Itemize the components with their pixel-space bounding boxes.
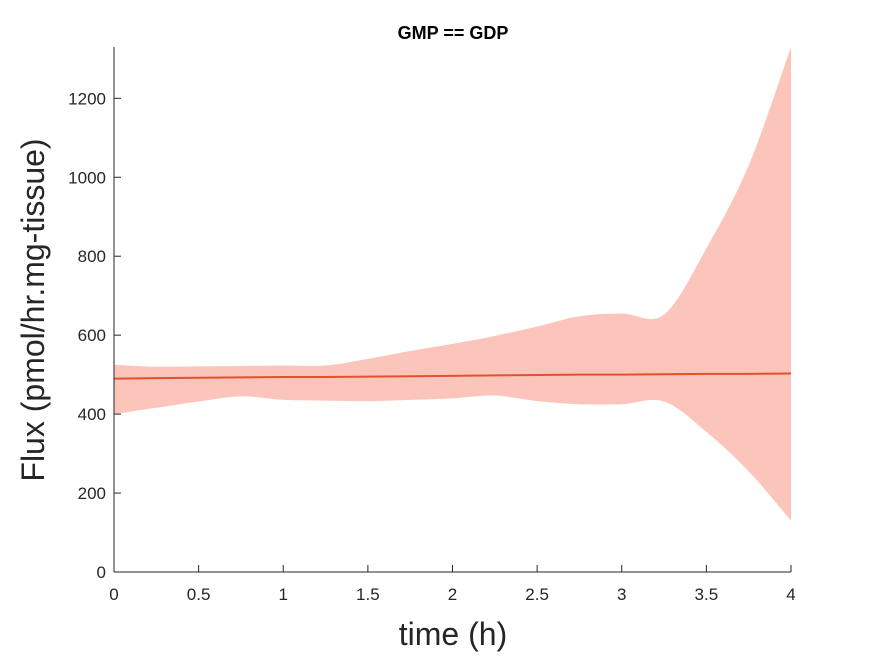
x-tick-label: 0 xyxy=(109,585,118,604)
x-tick-label: 2.5 xyxy=(525,585,549,604)
y-axis-label: Flux (pmol/hr.mg-tissue) xyxy=(15,138,51,481)
y-tick-label: 200 xyxy=(78,484,106,503)
x-tick-label: 3 xyxy=(617,585,626,604)
x-tick-label: 2 xyxy=(448,585,457,604)
series-line xyxy=(113,372,792,380)
x-axis-ticks: 0 0.5 1 1.5 2 2.5 3 3.5 4 xyxy=(109,565,796,604)
x-axis-label: time (h) xyxy=(399,616,507,652)
y-tick-label: 1200 xyxy=(68,89,106,108)
chart-title: GMP == GDP xyxy=(398,23,509,43)
x-tick-label: 0.5 xyxy=(187,585,211,604)
x-tick-label: 1 xyxy=(279,585,288,604)
y-tick-label: 800 xyxy=(78,247,106,266)
x-tick-label: 3.5 xyxy=(695,585,719,604)
y-tick-label: 1000 xyxy=(68,168,106,187)
x-tick-label: 1.5 xyxy=(356,585,380,604)
confidence-band xyxy=(114,47,791,521)
y-tick-label: 0 xyxy=(97,563,106,582)
y-axis-ticks: 0 200 400 600 800 1000 1200 xyxy=(68,89,121,582)
y-tick-label: 400 xyxy=(78,405,106,424)
y-tick-label: 600 xyxy=(78,326,106,345)
x-tick-label: 4 xyxy=(786,585,795,604)
